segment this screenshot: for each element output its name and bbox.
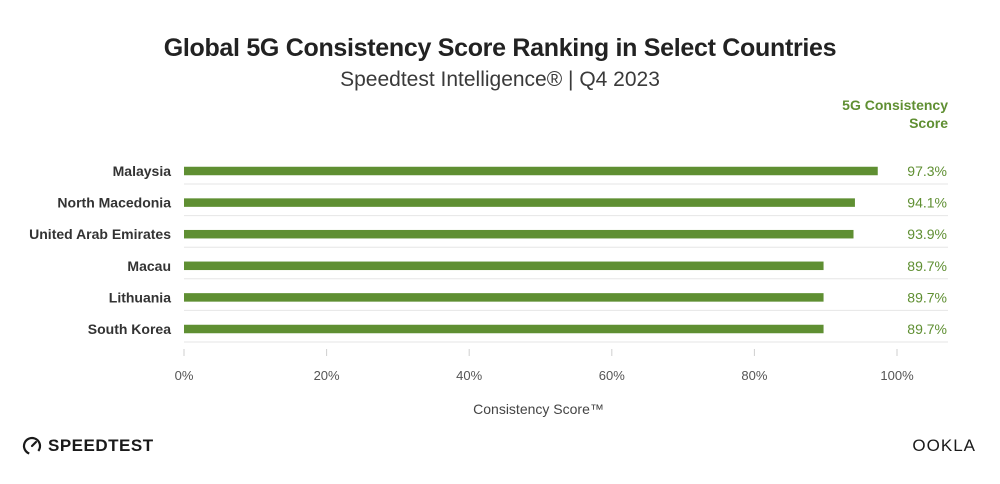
chart-title: Global 5G Consistency Score Ranking in S… (163, 34, 837, 62)
category-label: Malaysia (113, 163, 172, 179)
bar (184, 229, 854, 239)
category-label: Lithuania (109, 289, 171, 305)
ookla-logo: OOKLA (912, 436, 976, 455)
category-label: North Macedonia (57, 195, 171, 211)
x-tick-label: 40% (456, 368, 482, 383)
value-label: 93.9% (907, 226, 947, 242)
bar (184, 324, 824, 334)
bar (184, 198, 855, 207)
x-tick-label: 80% (741, 368, 767, 383)
category-label: Macau (127, 258, 171, 274)
bar (184, 166, 878, 176)
x-tick-label: 20% (314, 368, 340, 383)
bar (184, 293, 824, 302)
category-label: South Korea (88, 321, 171, 337)
x-axis-label: Consistency Score™ (473, 401, 604, 417)
x-tick-label: 100% (880, 368, 914, 383)
chart-subtitle: Speedtest Intelligence® | Q4 2023 (340, 68, 660, 91)
value-label: 89.7% (907, 321, 947, 337)
speedtest-logo-text: SPEEDTEST (48, 436, 154, 455)
x-tick-label: 0% (175, 368, 194, 383)
value-label: 97.3% (907, 163, 947, 179)
value-column-header: 5G Consistency Score (842, 97, 948, 131)
bar (184, 261, 824, 271)
value-label: 89.7% (907, 289, 947, 305)
speedtest-logo: SPEEDTEST (22, 436, 154, 456)
value-label: 94.1% (907, 195, 947, 211)
value-label: 89.7% (907, 258, 947, 274)
category-label: United Arab Emirates (29, 226, 171, 242)
x-tick-label: 60% (599, 368, 625, 383)
speedometer-icon (22, 436, 42, 456)
